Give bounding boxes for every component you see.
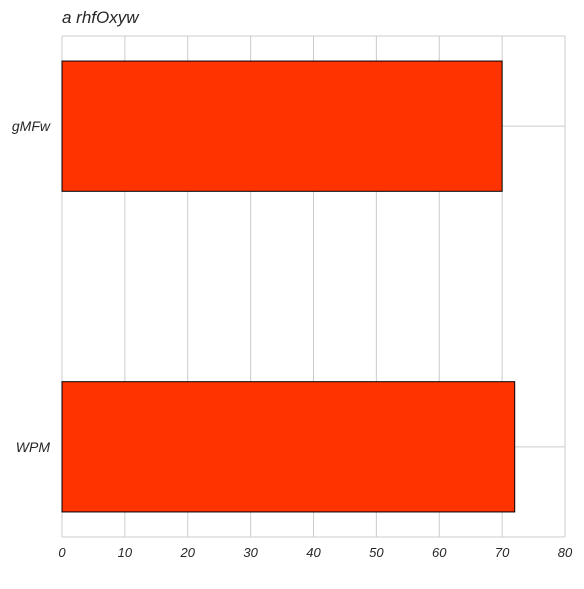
x-tick-label: 0: [58, 545, 66, 560]
x-tick-label: 70: [495, 545, 510, 560]
y-tick-label: gMFw: [12, 118, 51, 134]
bar-gMFw: [61, 60, 503, 192]
x-tick-label: 80: [558, 545, 573, 560]
bar-layer: [61, 60, 516, 513]
bar-WPM: [61, 381, 516, 513]
y-tick-label: WPM: [16, 439, 51, 455]
tick-layer: 0 10 20 30 40 50 60 70 80 gMFw WPM: [12, 118, 573, 560]
x-tick-label: 40: [306, 545, 321, 560]
x-tick-label: 50: [369, 545, 384, 560]
x-tick-label: 20: [180, 545, 196, 560]
x-tick-label: 60: [432, 545, 447, 560]
x-tick-label: 30: [243, 545, 258, 560]
chart-title: a rhfOxyw: [62, 8, 139, 27]
x-tick-label: 10: [118, 545, 133, 560]
